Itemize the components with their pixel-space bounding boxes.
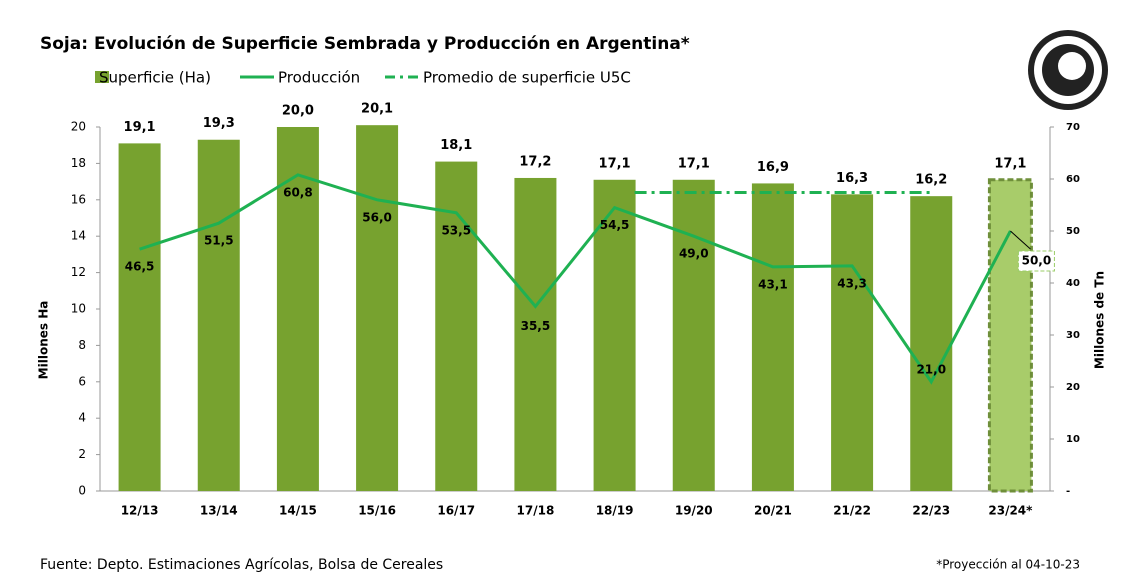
y-tick-label: 2 xyxy=(78,447,86,461)
y2-tick-label: 60 xyxy=(1066,174,1080,185)
y-tick-label: 20 xyxy=(71,120,86,134)
y-tick-label: 0 xyxy=(78,484,86,498)
line-value-label: 50,0 xyxy=(1022,254,1052,268)
legend-swatch xyxy=(95,71,109,83)
y-tick-label: 8 xyxy=(78,338,86,352)
line-value-label: 51,5 xyxy=(204,234,234,248)
bar-value-label: 17,2 xyxy=(519,154,551,169)
line-value-label: 43,1 xyxy=(758,277,788,291)
y2-tick-label: 10 xyxy=(1066,434,1080,445)
y-tick-label: 10 xyxy=(71,302,86,316)
bar-value-label: 20,1 xyxy=(361,102,393,117)
leader xyxy=(1010,230,1031,250)
x-tick-label: 13/14 xyxy=(200,504,238,518)
bar xyxy=(910,196,953,491)
chart-title: Soja: Evolución de Superficie Sembrada y… xyxy=(40,34,690,54)
bar xyxy=(672,179,715,491)
bar xyxy=(514,177,557,491)
y2-tick-label: 30 xyxy=(1066,330,1080,341)
line-value-label: 43,3 xyxy=(837,276,867,290)
legend-label: Promedio de superficie U5C xyxy=(423,69,631,87)
bar-value-label: 16,9 xyxy=(757,160,789,175)
line-value-label: 46,5 xyxy=(125,260,155,274)
bar xyxy=(276,127,319,491)
x-tick-label: 17/18 xyxy=(517,504,555,518)
bar xyxy=(197,139,240,492)
bar-value-label: 18,1 xyxy=(440,138,472,153)
bar xyxy=(987,178,1033,493)
line-value-label: 53,5 xyxy=(441,223,471,237)
bar xyxy=(831,194,874,491)
bar xyxy=(593,179,636,491)
x-tick-label: 15/16 xyxy=(358,504,396,518)
line-value-label: 56,0 xyxy=(362,210,392,224)
bar-value-label: 19,3 xyxy=(203,116,235,131)
x-tick-label: 14/15 xyxy=(279,504,317,518)
x-tick-label: 23/24* xyxy=(988,504,1033,518)
x-tick-label: 21/22 xyxy=(833,504,871,518)
y-tick-label: 4 xyxy=(78,411,86,425)
x-tick-label: 18/19 xyxy=(596,504,634,518)
production-line xyxy=(139,173,1012,385)
legend-label: Producción xyxy=(278,69,360,87)
y-tick-label: 14 xyxy=(71,229,86,243)
y2-tick-label: 20 xyxy=(1066,382,1080,393)
bar xyxy=(118,143,161,491)
x-tick-label: 16/17 xyxy=(437,504,475,518)
y2-tick-label: - xyxy=(1066,486,1070,497)
y-tick-label: 12 xyxy=(71,265,86,279)
bar-value-label: 17,1 xyxy=(994,156,1026,171)
label-box xyxy=(1017,250,1055,272)
logo-face xyxy=(1058,52,1086,80)
line-value-label: 35,5 xyxy=(521,319,551,333)
line-value-label: 60,8 xyxy=(283,185,313,199)
y2-axis-label: Millones de Tn xyxy=(1093,271,1107,369)
logo xyxy=(1028,30,1108,110)
x-tick-label: 12/13 xyxy=(121,504,159,518)
y2-tick-label: 70 xyxy=(1066,122,1080,133)
source: Fuente: Depto. Estimaciones Agrícolas, B… xyxy=(40,557,443,573)
x-tick-label: 19/20 xyxy=(675,504,713,518)
y-tick-label: 6 xyxy=(78,374,86,388)
y2-tick-label: 50 xyxy=(1066,226,1080,237)
y-tick-label: 16 xyxy=(71,192,86,206)
bar-value-label: 19,1 xyxy=(124,120,156,135)
bar-value-label: 20,0 xyxy=(282,104,314,119)
legend-label: Superficie (Ha) xyxy=(99,69,211,87)
bar xyxy=(751,183,794,492)
bar-value-label: 16,3 xyxy=(836,171,868,186)
bar-value-label: 17,1 xyxy=(678,156,710,171)
x-tick-label: 20/21 xyxy=(754,504,792,518)
y-axis-label: Millones Ha xyxy=(37,301,51,380)
line-value-label: 21,0 xyxy=(916,362,946,376)
line-value-label: 54,5 xyxy=(600,218,630,232)
y-tick-label: 18 xyxy=(71,156,86,170)
bar xyxy=(435,161,478,491)
bar-value-label: 16,2 xyxy=(915,173,947,188)
bar-value-label: 17,1 xyxy=(599,156,631,171)
y2-tick-label: 40 xyxy=(1066,278,1080,289)
x-tick-label: 22/23 xyxy=(912,504,950,518)
note: *Proyección al 04-10-23 xyxy=(936,558,1080,572)
bar xyxy=(356,125,399,492)
line-value-label: 49,0 xyxy=(679,247,709,261)
